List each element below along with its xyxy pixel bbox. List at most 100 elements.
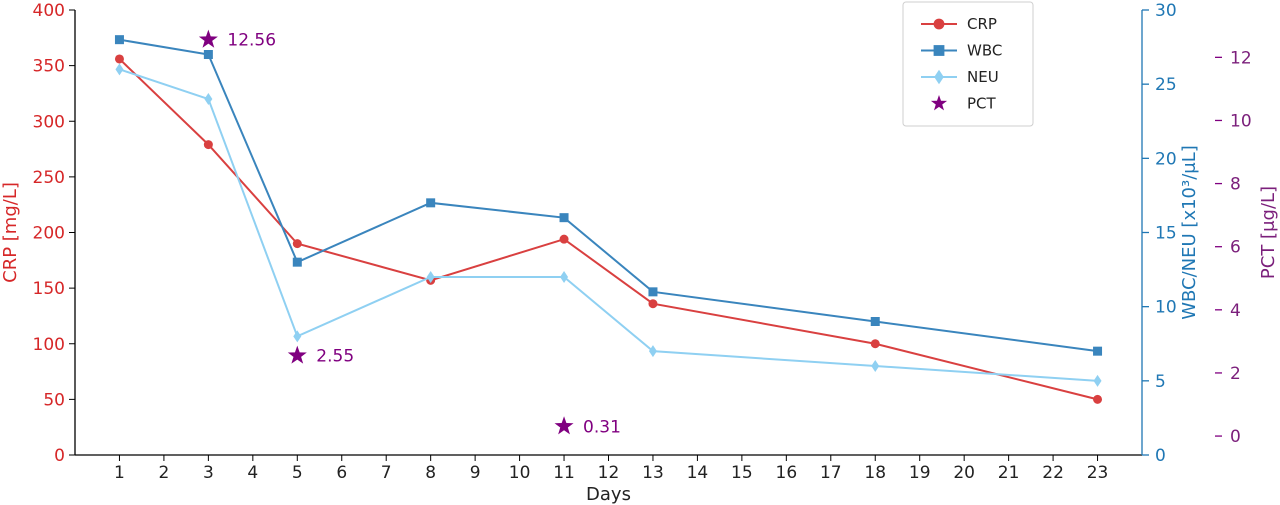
crp-tick-label: 100 — [33, 335, 65, 355]
crp-point — [292, 239, 302, 249]
neu-point — [293, 330, 302, 343]
series-layer: 12.56 2.55 0.31 — [114, 29, 1103, 437]
crp-point — [559, 234, 569, 244]
wbc-tick-label: 25 — [1155, 75, 1177, 95]
legend-marker — [934, 69, 944, 85]
neu-point — [871, 360, 880, 372]
pct-data-label: 2.55 — [316, 347, 354, 367]
crp-tick-label: 200 — [33, 224, 65, 244]
series-pct: 12.56 2.55 0.31 — [198, 29, 621, 437]
neu-point — [560, 271, 569, 283]
crp-tick-label: 300 — [33, 112, 65, 132]
wbc-tick-label: 20 — [1155, 149, 1177, 169]
pct-axis-title: PCT [μg/L] — [1258, 186, 1279, 279]
legend-entry-wbc: WBC — [921, 42, 1002, 60]
crp-point — [114, 54, 124, 64]
pct-tick-label: 6 — [1230, 238, 1241, 258]
crp-axis-title: CRP [mg/L] — [0, 182, 21, 283]
pct-tick-label: 8 — [1230, 175, 1241, 195]
x-tick-label: 9 — [470, 463, 481, 483]
x-tick-label: 2 — [159, 463, 170, 483]
crp-tick-label: 0 — [54, 446, 65, 466]
crp-line — [118, 58, 1098, 401]
pct-data-label: 0.31 — [583, 417, 621, 437]
wbc-tick-label: 0 — [1155, 446, 1166, 466]
wbc-axis-title: WBC/NEU [x10³/μL] — [1179, 145, 1200, 320]
series-crp — [114, 54, 1103, 404]
pct-tick-label: 12 — [1230, 48, 1252, 68]
wbc-tick-label: 10 — [1155, 298, 1177, 318]
neu-point — [115, 63, 124, 76]
crp-tick-label: 250 — [33, 168, 65, 188]
x-tick-label: 10 — [509, 463, 531, 483]
wbc-point — [292, 257, 302, 267]
wbc-point — [203, 50, 213, 59]
x-tick-label: 18 — [864, 463, 886, 483]
x-tick-label: 1 — [114, 463, 125, 483]
x-axis-title: Days — [586, 484, 631, 505]
crp-point — [870, 339, 880, 349]
legend-label: WBC — [967, 42, 1002, 60]
x-tick-label: 4 — [247, 463, 258, 483]
legend-label: NEU — [967, 68, 999, 86]
x-tick-label: 21 — [998, 463, 1020, 483]
pct-tick-label: 0 — [1230, 427, 1241, 447]
pct-tick-label: 2 — [1230, 364, 1241, 384]
neu-point — [648, 345, 657, 358]
wbc-line — [119, 38, 1098, 353]
legend-marker — [933, 45, 945, 56]
x-tick-label: 6 — [336, 463, 347, 483]
x-tick-label: 12 — [598, 463, 620, 483]
legend-box — [902, 1, 1034, 127]
wbc-point — [426, 198, 436, 208]
x-tick-label: 22 — [1042, 463, 1064, 483]
pct-tick-label: 4 — [1230, 301, 1241, 321]
crp-point — [648, 299, 658, 309]
neu-line — [119, 68, 1098, 382]
wbc-point — [114, 35, 124, 45]
wbc-tick-label: 15 — [1155, 224, 1177, 244]
wbc-point — [559, 213, 569, 223]
wbc-tick-label: 30 — [1155, 1, 1177, 21]
crp-tick-label: 150 — [33, 279, 65, 299]
x-tick-label: 17 — [820, 463, 842, 483]
neu-point — [204, 93, 213, 105]
legend-label: CRP — [967, 15, 997, 33]
x-tick-label: 15 — [731, 463, 753, 483]
pct-data-label: 12.56 — [227, 31, 276, 51]
legend-label: PCT — [967, 95, 997, 113]
crp-tick-label: 400 — [33, 1, 65, 21]
crp-point — [1093, 394, 1103, 404]
crp-tick-label: 50 — [43, 390, 65, 410]
x-tick-label: 8 — [425, 463, 436, 483]
neu-point — [1093, 374, 1102, 387]
x-tick-label: 19 — [909, 463, 931, 483]
x-tick-label: 23 — [1087, 463, 1109, 483]
pct-point — [198, 29, 218, 48]
x-tick-label: 11 — [553, 463, 575, 483]
x-tick-label: 16 — [776, 463, 798, 483]
wbc-point — [1093, 346, 1103, 356]
wbc-point — [870, 317, 880, 326]
x-tick-label: 20 — [953, 463, 975, 483]
legend-entry-pct: PCT — [930, 95, 997, 113]
legend-entry-crp: CRP — [921, 15, 997, 33]
crp-tick-label: 350 — [33, 57, 65, 77]
x-tick-label: 7 — [381, 463, 392, 483]
pct-tick-label: 10 — [1230, 111, 1252, 131]
x-tick-label: 14 — [687, 463, 709, 483]
crp-point — [203, 140, 213, 150]
legend-marker — [930, 95, 948, 111]
legend-entry-neu: NEU — [921, 68, 999, 86]
legend-marker — [933, 18, 945, 30]
pct-point — [554, 416, 574, 435]
series-wbc — [114, 35, 1103, 356]
x-tick-label: 3 — [203, 463, 214, 483]
neu-point — [426, 271, 435, 283]
x-tick-label: 13 — [642, 463, 664, 483]
wbc-point — [648, 287, 658, 297]
legend: CRP WBC NEU PCT — [902, 1, 1034, 127]
wbc-tick-label: 5 — [1155, 372, 1166, 392]
